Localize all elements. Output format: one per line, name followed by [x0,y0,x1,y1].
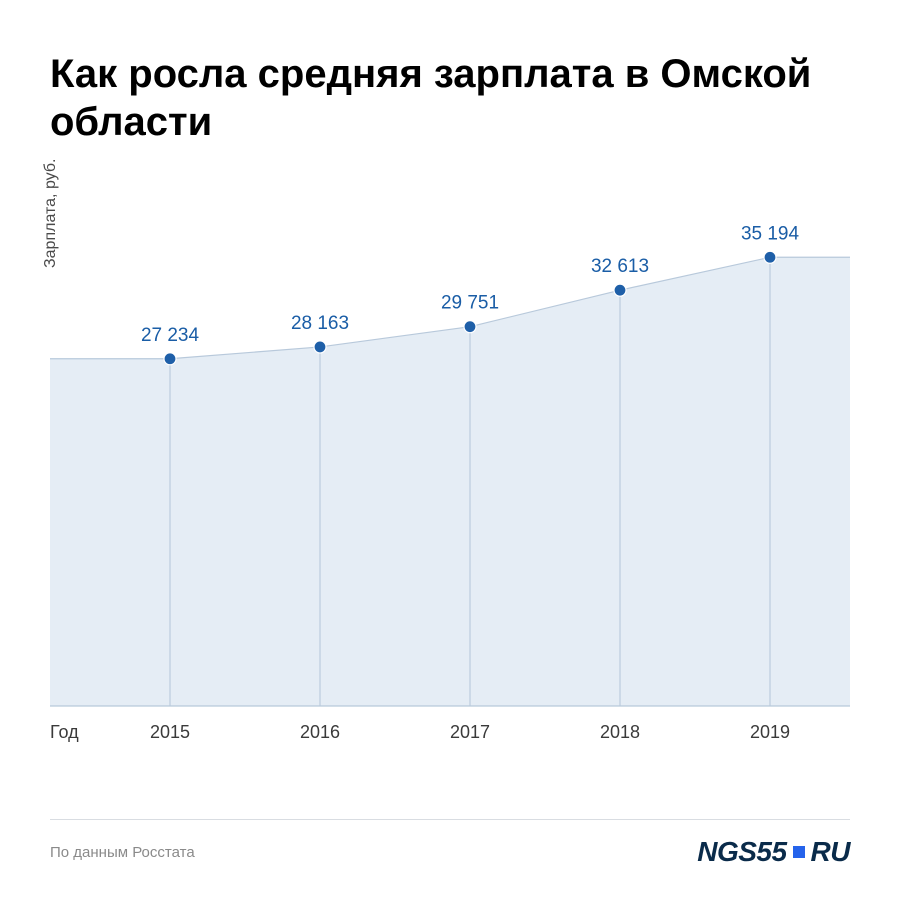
data-point [764,251,776,263]
data-point [614,284,626,296]
x-tick-label: 2019 [750,722,790,742]
value-label: 27 234 [141,325,200,346]
footer-separator [50,819,850,820]
x-tick-label: 2018 [600,722,640,742]
logo-square-icon [793,846,805,858]
data-point [314,341,326,353]
chart-area: Зарплата, руб. 27 234201528 163201629 75… [50,186,850,746]
y-axis-label: Зарплата, руб. [42,159,60,268]
data-point [464,321,476,333]
value-label: 28 163 [291,313,349,334]
value-label: 29 751 [441,293,499,314]
value-label: 32 613 [591,256,649,277]
value-label: 35 194 [741,223,800,244]
footer: По данным Росстата NGS55 RU [50,836,850,868]
chart-title: Как росла средняя зарплата в Омской обла… [50,50,850,146]
logo: NGS55 RU [697,836,850,868]
logo-suffix: RU [811,836,850,868]
source-text: По данным Росстата [50,844,195,861]
page: Как росла средняя зарплата в Омской обла… [0,0,900,900]
logo-prefix: NGS55 [697,836,786,868]
area-chart: 27 234 2015 28 163 2016 29 751 2017 32 613 2018… [50,186,850,746]
x-tick-label: 2016 [300,722,340,742]
data-point [164,353,176,365]
x-axis-title: Год [50,722,79,742]
x-tick-label: 2015 [150,722,190,742]
x-tick-label: 2017 [450,722,490,742]
